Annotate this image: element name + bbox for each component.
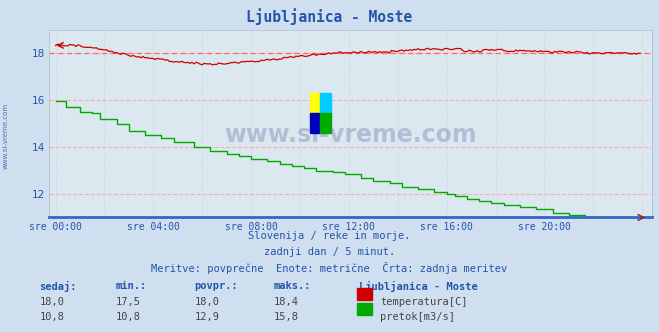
Text: 10,8: 10,8 (40, 312, 65, 322)
Text: temperatura[C]: temperatura[C] (380, 297, 468, 307)
Text: zadnji dan / 5 minut.: zadnji dan / 5 minut. (264, 247, 395, 257)
Text: Ljubljanica - Moste: Ljubljanica - Moste (246, 8, 413, 25)
Text: Meritve: povprečne  Enote: metrične  Črta: zadnja meritev: Meritve: povprečne Enote: metrične Črta:… (152, 262, 507, 274)
Text: maks.:: maks.: (273, 281, 311, 290)
Text: Slovenija / reke in morje.: Slovenija / reke in morje. (248, 231, 411, 241)
Text: povpr.:: povpr.: (194, 281, 238, 290)
Text: 12,9: 12,9 (194, 312, 219, 322)
Text: 15,8: 15,8 (273, 312, 299, 322)
Text: 17,5: 17,5 (115, 297, 140, 307)
Text: www.si-vreme.com: www.si-vreme.com (2, 103, 9, 169)
Text: pretok[m3/s]: pretok[m3/s] (380, 312, 455, 322)
Text: 10,8: 10,8 (115, 312, 140, 322)
Text: 18,0: 18,0 (40, 297, 65, 307)
Text: 18,4: 18,4 (273, 297, 299, 307)
Text: 18,0: 18,0 (194, 297, 219, 307)
Text: min.:: min.: (115, 281, 146, 290)
Text: sedaj:: sedaj: (40, 281, 77, 291)
Text: www.si-vreme.com: www.si-vreme.com (225, 123, 477, 147)
Text: Ljubljanica - Moste: Ljubljanica - Moste (359, 281, 478, 291)
